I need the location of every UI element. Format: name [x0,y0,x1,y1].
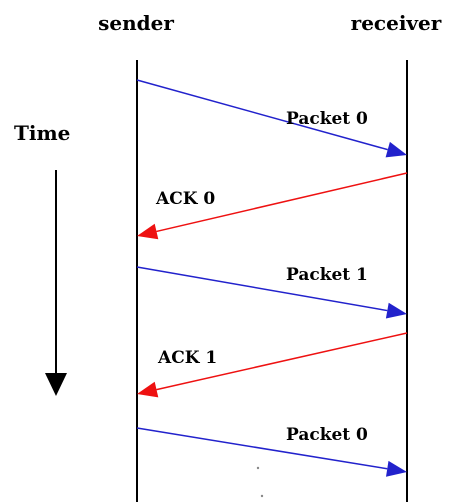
message-arrow [156,332,408,391]
arrow-head-icon [385,302,407,319]
arrow-head-icon [137,381,159,398]
time-arrow-head-icon [45,373,67,396]
continuation-dot [256,466,260,470]
message-arrow [156,172,408,233]
arrow-head-icon [137,223,159,240]
receiver-label: receiver [351,11,442,35]
arrow-head-icon [385,141,407,158]
continuation-dot [260,494,264,498]
message-arrow [136,266,388,312]
message-label-ack-0: ACK 0 [155,189,215,209]
message-arrow [136,79,388,151]
arrow-head-icon [386,460,407,477]
message-label-ack-1: ACK 1 [157,348,217,368]
message-arrows [136,79,408,477]
message-label-packet-0-repeat: Packet 0 [286,425,368,445]
message-arrow [136,427,388,470]
sender-label: sender [98,11,174,35]
time-label: Time [14,121,70,145]
message-label-packet-0: Packet 0 [286,109,368,129]
message-label-packet-1: Packet 1 [286,265,368,285]
